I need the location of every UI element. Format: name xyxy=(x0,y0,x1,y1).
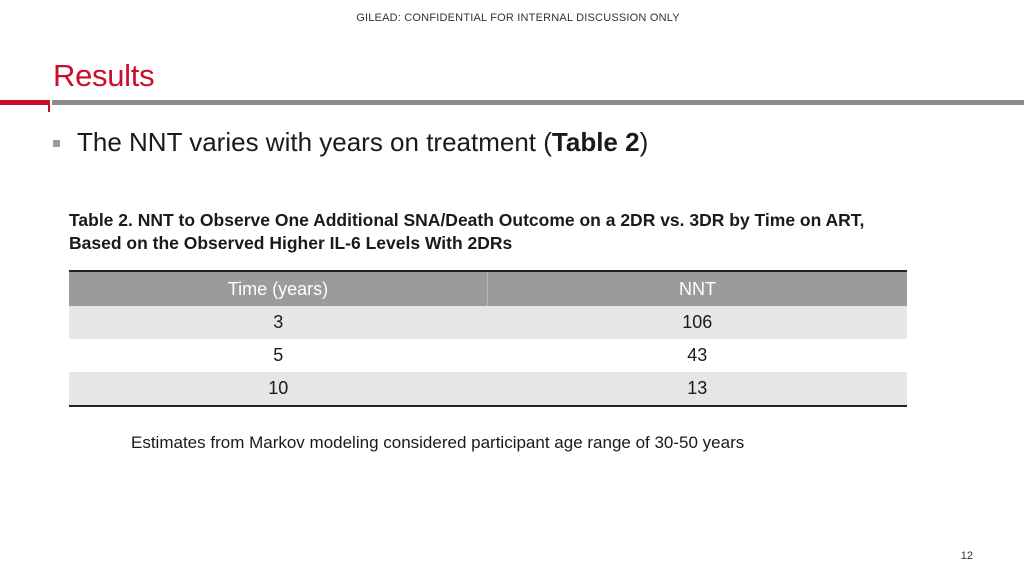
table-caption: Table 2. NNT to Observe One Additional S… xyxy=(69,210,865,253)
cell-nnt: 43 xyxy=(687,345,708,365)
column-header-time: Time (years) xyxy=(69,270,488,306)
bullet-text-tail: ) xyxy=(639,127,649,157)
square-bullet-icon xyxy=(53,140,60,147)
cell-nnt: 13 xyxy=(487,372,907,407)
column-header-nnt: NNT xyxy=(487,270,907,306)
title-rule-accent-tick xyxy=(48,100,50,112)
table-row: 3 106 xyxy=(69,306,907,339)
nnt-table: Time (years) NNT 3 106 5 43 10 13 xyxy=(69,270,907,407)
bullet-text-table-ref: Table 2 xyxy=(551,127,640,157)
bullet-text: The NNT varies with years on treatment (… xyxy=(77,127,648,158)
table-row: 10 13 xyxy=(69,372,907,407)
cell-nnt: 106 xyxy=(487,306,907,339)
cell-time: 5 xyxy=(273,345,284,365)
bullet-text-lead: The NNT varies with years on treatment ( xyxy=(77,127,552,157)
cell-time: 10 xyxy=(69,372,488,407)
title-rule xyxy=(52,100,1024,105)
page-number: 12 xyxy=(960,550,973,562)
slide-title: Results xyxy=(53,58,155,93)
cell-time: 3 xyxy=(69,306,488,339)
confidential-notice: GILEAD: CONFIDENTIAL FOR INTERNAL DISCUS… xyxy=(356,12,680,24)
bullet-item: The NNT varies with years on treatment (… xyxy=(53,127,648,158)
footnote: Estimates from Markov modeling considere… xyxy=(131,433,745,452)
title-rule-accent xyxy=(0,100,50,105)
table-row: 5 43 xyxy=(69,339,907,372)
table-header-row: Time (years) NNT xyxy=(69,270,907,306)
